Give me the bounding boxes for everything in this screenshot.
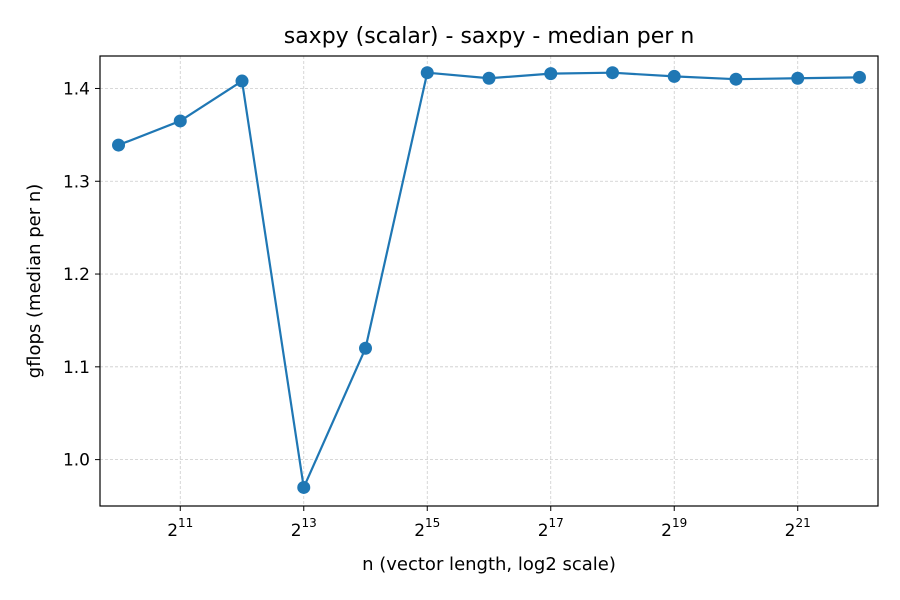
- x-tick-label: 211: [167, 516, 193, 541]
- x-axis-label: n (vector length, log2 scale): [362, 554, 616, 575]
- y-tick-label: 1.0: [63, 451, 90, 471]
- y-tick-label: 1.2: [63, 265, 90, 285]
- y-axis-ticks: 1.0 1.1 1.2 1.3 1.4: [63, 79, 100, 471]
- data-point: [605, 66, 619, 80]
- series-line: [118, 71, 860, 489]
- x-tick-label: 221: [785, 516, 811, 541]
- y-axis-label: gflops (median per n): [24, 184, 45, 379]
- x-axis-ticks: 211 213 215 217 219 221: [167, 506, 811, 541]
- data-point: [482, 71, 496, 85]
- chart-title: saxpy (scalar) - saxpy - median per n: [284, 24, 695, 49]
- x-tick-label: 213: [291, 516, 317, 541]
- data-point: [235, 74, 249, 88]
- y-tick-label: 1.3: [63, 172, 90, 192]
- data-point: [852, 70, 866, 84]
- y-tick-label: 1.1: [63, 358, 90, 378]
- data-point: [667, 69, 681, 83]
- x-tick-label: 217: [538, 516, 564, 541]
- data-point: [791, 71, 805, 85]
- data-point: [297, 480, 311, 494]
- data-point: [112, 138, 126, 152]
- data-point: [420, 66, 434, 80]
- data-point: [173, 114, 187, 128]
- x-tick-label: 219: [661, 516, 687, 541]
- x-tick-label: 215: [414, 516, 440, 541]
- y-tick-label: 1.4: [63, 79, 90, 99]
- series-markers: [112, 66, 866, 494]
- data-point: [359, 341, 373, 355]
- data-point: [544, 67, 558, 81]
- data-point: [729, 72, 743, 86]
- plot-frame: [99, 55, 879, 507]
- grid: [100, 56, 878, 506]
